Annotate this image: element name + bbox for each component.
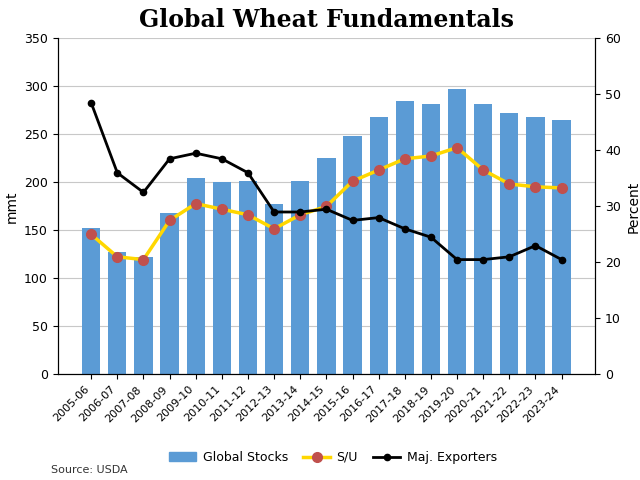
Bar: [526, 117, 545, 374]
Bar: [239, 181, 257, 374]
Bar: [422, 104, 440, 374]
Y-axis label: Percent: Percent: [627, 180, 640, 232]
Bar: [82, 228, 100, 374]
Title: Global Wheat Fundamentals: Global Wheat Fundamentals: [139, 8, 514, 32]
Bar: [291, 181, 309, 374]
Bar: [187, 178, 205, 374]
Y-axis label: mmt: mmt: [4, 190, 19, 223]
Bar: [161, 213, 179, 374]
Legend: Global Stocks, S/U, Maj. Exporters: Global Stocks, S/U, Maj. Exporters: [164, 446, 502, 469]
Bar: [448, 89, 466, 374]
Bar: [500, 113, 518, 374]
Bar: [317, 158, 335, 374]
Bar: [108, 252, 127, 374]
Bar: [474, 104, 492, 374]
Text: Source: USDA: Source: USDA: [51, 465, 128, 475]
Bar: [396, 101, 414, 374]
Bar: [212, 182, 231, 374]
Bar: [369, 117, 388, 374]
Bar: [552, 120, 571, 374]
Bar: [134, 257, 152, 374]
Bar: [265, 204, 284, 374]
Bar: [344, 136, 362, 374]
